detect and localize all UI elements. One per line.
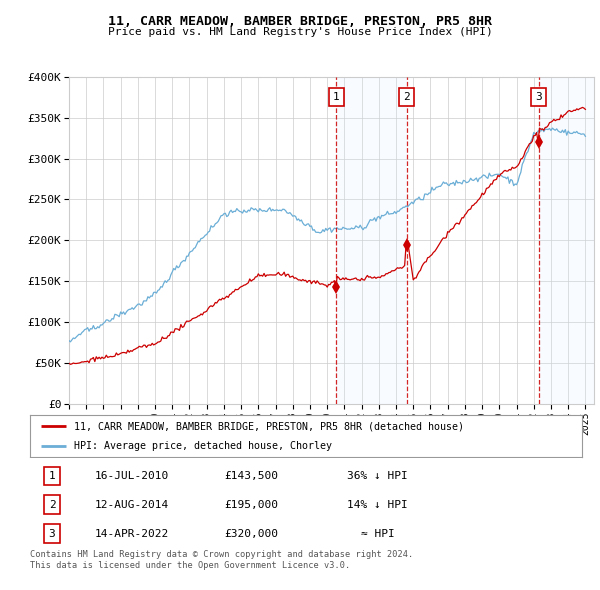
Text: 2: 2: [49, 500, 55, 510]
Text: 3: 3: [535, 92, 542, 102]
Text: £320,000: £320,000: [224, 529, 278, 539]
Bar: [337, 77, 407, 404]
Text: 36% ↓ HPI: 36% ↓ HPI: [347, 471, 408, 481]
Text: £195,000: £195,000: [224, 500, 278, 510]
Text: 11, CARR MEADOW, BAMBER BRIDGE, PRESTON, PR5 8HR (detached house): 11, CARR MEADOW, BAMBER BRIDGE, PRESTON,…: [74, 421, 464, 431]
Text: HPI: Average price, detached house, Chorley: HPI: Average price, detached house, Chor…: [74, 441, 332, 451]
Text: Contains HM Land Registry data © Crown copyright and database right 2024.: Contains HM Land Registry data © Crown c…: [30, 550, 413, 559]
Text: 1: 1: [49, 471, 55, 481]
Text: 1: 1: [333, 92, 340, 102]
Text: 14% ↓ HPI: 14% ↓ HPI: [347, 500, 408, 510]
Text: This data is licensed under the Open Government Licence v3.0.: This data is licensed under the Open Gov…: [30, 560, 350, 569]
Text: 16-JUL-2010: 16-JUL-2010: [95, 471, 169, 481]
Text: 2: 2: [403, 92, 410, 102]
Text: 14-APR-2022: 14-APR-2022: [95, 529, 169, 539]
Text: 12-AUG-2014: 12-AUG-2014: [95, 500, 169, 510]
Text: 11, CARR MEADOW, BAMBER BRIDGE, PRESTON, PR5 8HR: 11, CARR MEADOW, BAMBER BRIDGE, PRESTON,…: [108, 15, 492, 28]
Text: £143,500: £143,500: [224, 471, 278, 481]
Bar: [539, 77, 594, 404]
Text: 3: 3: [49, 529, 55, 539]
Text: ≈ HPI: ≈ HPI: [361, 529, 395, 539]
Text: Price paid vs. HM Land Registry's House Price Index (HPI): Price paid vs. HM Land Registry's House …: [107, 27, 493, 37]
